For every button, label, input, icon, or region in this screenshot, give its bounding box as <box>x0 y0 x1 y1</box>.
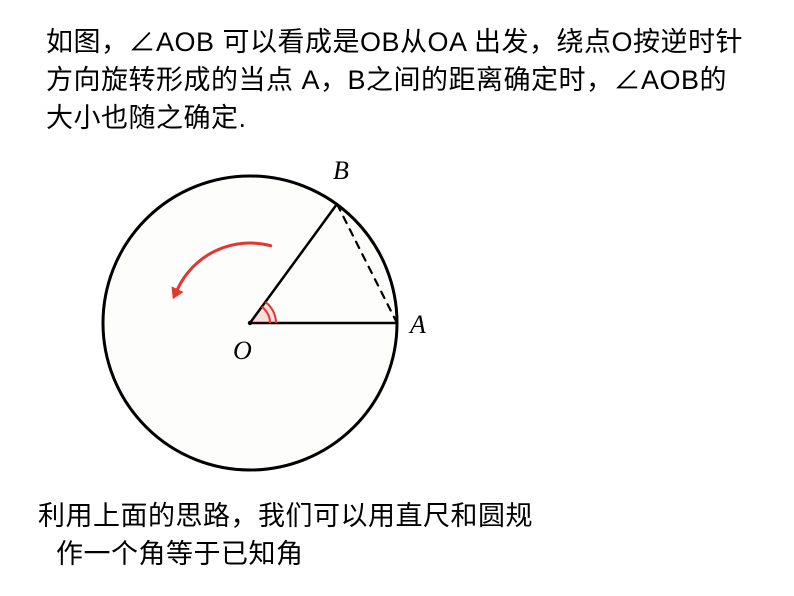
bottom-line-2: 作一个角等于已知角 <box>38 536 304 574</box>
svg-text:B: B <box>333 156 349 185</box>
svg-text:O: O <box>233 336 252 365</box>
bottom-line-1: 利用上面的思路，我们可以用直尺和圆规 <box>38 501 533 531</box>
paragraph-bottom: 利用上面的思路，我们可以用直尺和圆规 作一个角等于已知角 <box>38 498 738 574</box>
paragraph-top: 如图，∠AOB 可以看成是OB从OA 出发，绕点O按逆时针方向旋转形成的当点 A… <box>46 24 746 137</box>
svg-text:A: A <box>408 310 426 339</box>
diagram-svg: O A B <box>80 153 440 483</box>
angle-circle-diagram: O A B <box>80 153 440 483</box>
